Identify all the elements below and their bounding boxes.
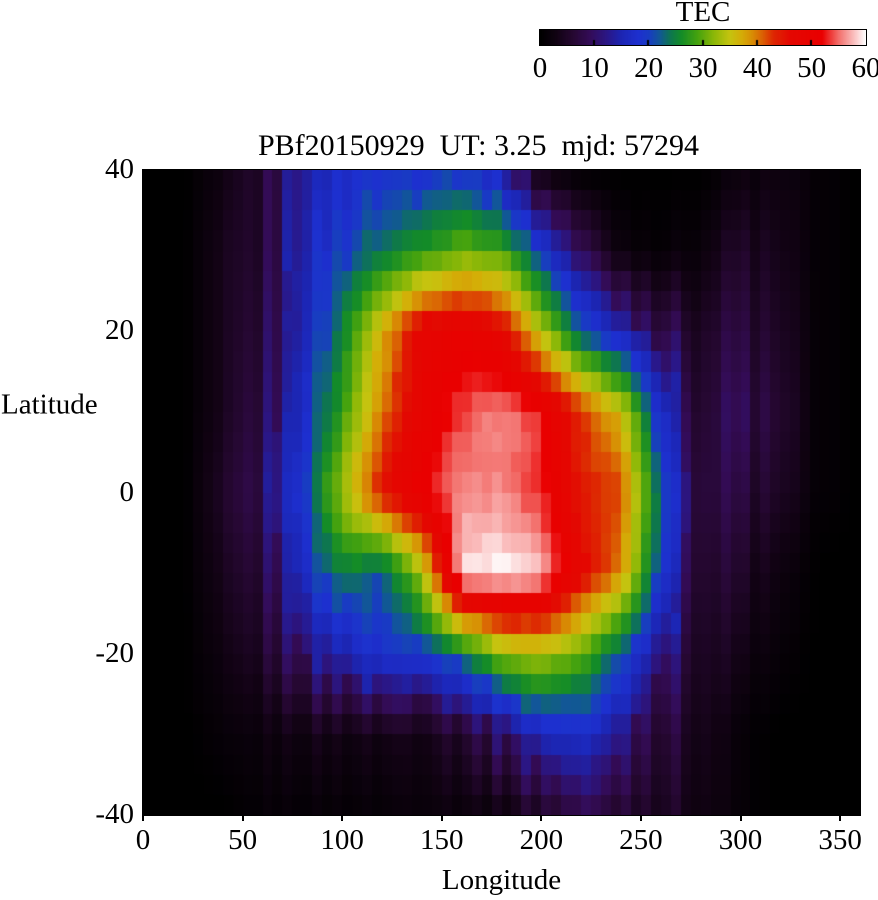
x-axis-label: Longitude [441,864,562,896]
plot-title: PBf20150929 UT: 3.25 mjd: 57294 [257,129,700,162]
y-tick-label: -20 [95,636,134,669]
x-axis-tick [241,816,244,821]
x-axis-tick [142,816,144,821]
colorbar-tick-label: 40 [742,52,772,84]
x-tick-label: 350 [818,824,862,856]
x-axis-tick [839,816,842,821]
colorbar-title: TEC [675,0,731,28]
x-tick-label: 300 [718,824,763,856]
colorbar-tick-label: 50 [797,52,827,84]
x-tick-label: 50 [228,824,258,856]
x-tick-label: 200 [519,824,564,856]
x-axis-tick [639,816,642,821]
y-tick-label: 0 [119,475,135,508]
colorbar-tick-label: 20 [634,52,664,84]
x-tick-label: 100 [320,824,364,856]
x-axis-tick [440,816,443,821]
x-axis-tick [341,816,344,821]
colorbar-tick-label: 0 [532,52,548,84]
y-tick-label: -40 [95,797,134,830]
y-tick-label: 20 [105,314,134,347]
x-axis-tick [540,816,543,821]
x-tick-label: 0 [135,824,151,856]
colorbar-canvas [539,29,867,46]
x-tick-label: 250 [619,824,663,856]
heatmap-canvas [142,169,861,816]
y-axis-label: Latitude [1,388,98,421]
x-tick-label: 150 [420,824,464,856]
x-axis-tick [739,816,742,821]
y-tick-label: 40 [105,152,134,185]
colorbar-tick-label: 30 [688,52,718,84]
colorbar-tick-label: 60 [851,52,878,84]
colorbar-tick-label: 10 [579,52,609,84]
